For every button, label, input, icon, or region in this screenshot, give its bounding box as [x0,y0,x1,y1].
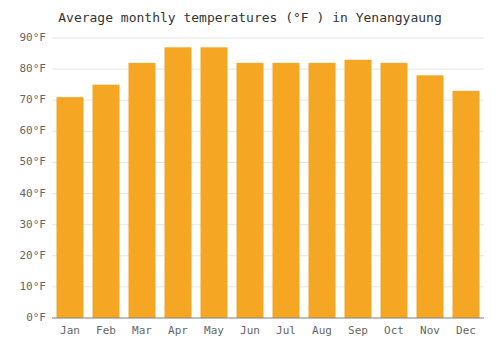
bar [345,60,372,318]
x-tick-label: Nov [420,324,440,337]
bar [237,63,264,318]
y-tick-label: 40°F [20,187,47,200]
chart: 0°F 10°F 20°F 30°F 40°F 50°F 60°F 70°F 80°F 90°F J… [0,0,500,350]
x-tick-label: Feb [96,324,116,337]
bar [129,63,156,318]
x-axis [52,318,484,319]
x-tick-label: Mar [132,324,152,337]
x-tick-label: Oct [384,324,404,337]
x-tick-label: Jul [276,324,296,337]
y-tick-label: 0°F [26,311,46,324]
y-tick-label: 70°F [20,93,47,106]
x-tick-label: Apr [168,324,188,337]
x-tick-label: Sep [348,324,368,337]
x-tick-labels: Jan Feb Mar Apr May Jun Jul Aug Sep Oct Nov Dec [60,324,476,337]
x-tick-label: Jun [240,324,260,337]
y-tick-label: 60°F [20,124,47,137]
title: Average monthly temperatures (°F ) in Ye… [58,10,442,25]
bar [381,63,408,318]
y-tick-label: 90°F [20,31,47,44]
y-tick-label: 50°F [20,155,47,168]
y-tick-label: 10°F [20,280,47,293]
bar [165,47,192,318]
x-tick-label: Dec [456,324,476,337]
bar [201,47,228,318]
x-tick-label: Jan [60,324,80,337]
bar [309,63,336,318]
grid-line [52,69,484,70]
bar [417,75,444,318]
bar [453,91,480,318]
y-tick-labels: 0°F 10°F 20°F 30°F 40°F 50°F 60°F 70°F 80°F 90°F [20,31,47,324]
bar [93,85,120,318]
y-grid [52,38,484,318]
bar [273,63,300,318]
y-tick-label: 80°F [20,62,47,75]
grid-line [52,38,484,39]
x-tick-label: May [204,324,224,337]
x-tick-label: Aug [312,324,332,337]
bars [57,47,480,318]
grid-line [52,318,484,319]
bar [57,97,84,318]
y-tick-label: 20°F [20,249,47,262]
y-tick-label: 30°F [20,218,47,231]
